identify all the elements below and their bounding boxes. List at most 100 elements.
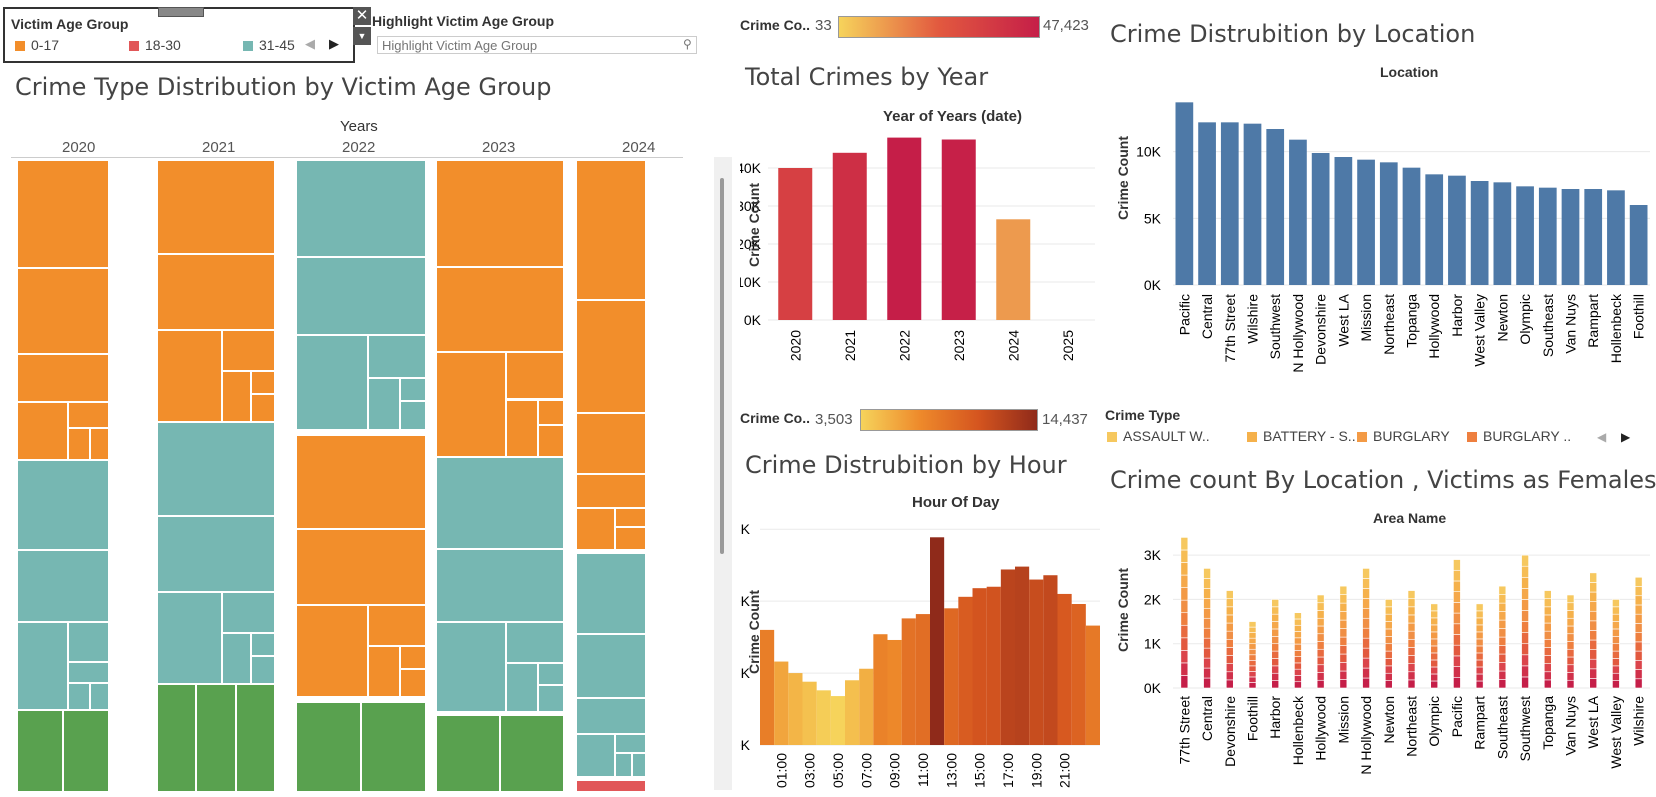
legend-item-31-45[interactable]: 31-45 [243,37,295,53]
treemap-cell[interactable] [436,457,564,549]
treemap-cell[interactable] [157,516,275,592]
treemap-cell[interactable] [436,160,564,267]
treemap-cell[interactable] [538,662,564,685]
treemap-cell[interactable] [576,553,646,634]
treemap-cell[interactable] [251,394,275,422]
treemap-cell[interactable] [251,371,275,395]
treemap-cell[interactable] [576,733,615,777]
legend-menu-icon[interactable]: ▼ [353,27,371,45]
legend-item-18-30[interactable]: 18-30 [129,37,181,53]
treemap-cell[interactable] [296,435,426,530]
treemap-cell[interactable] [296,702,361,792]
location-chart[interactable]: 0K 5K 10K Crime Count Pacific Central 77th Str… [1105,82,1653,394]
treemap-cell[interactable] [221,371,252,422]
treemap-cell[interactable] [576,300,646,413]
treemap-cell[interactable] [506,622,564,663]
treemap-cell[interactable] [67,401,109,429]
treemap-cell[interactable] [631,753,646,777]
treemap-cell[interactable] [296,160,426,258]
treemap-cell[interactable] [221,329,275,372]
treemap-cell[interactable] [436,548,564,623]
treemap-cell[interactable] [576,160,646,301]
treemap-cell[interactable] [576,698,646,734]
treemap-cell[interactable] [399,669,426,697]
treemap-cell[interactable] [157,160,275,255]
scrollbar-thumb[interactable] [720,178,724,554]
treemap-cell[interactable] [576,780,646,792]
treemap-cell[interactable] [17,268,109,355]
treemap-cell[interactable] [367,646,400,697]
treemap-cell[interactable] [500,715,564,792]
treemap-cell[interactable] [361,702,426,792]
treemap-cell[interactable] [251,656,275,684]
treemap-cell[interactable] [576,508,615,550]
treemap-cell[interactable] [399,377,426,402]
treemap-cell[interactable] [157,422,275,517]
treemap-cell[interactable] [576,412,646,475]
treemap-cell[interactable] [614,753,632,777]
treemap-cell[interactable] [235,684,275,792]
legend-close-icon[interactable]: ✕ [353,7,371,25]
treemap-cell[interactable] [17,354,109,402]
treemap-cell[interactable] [196,684,236,792]
treemap-cell[interactable] [67,622,109,662]
treemap-cell[interactable] [251,633,275,657]
treemap-cell[interactable] [367,604,426,647]
treemap-cell[interactable] [67,428,91,460]
year-chart[interactable]: 0K 10K 20K 30K 40K Crime Count 2020 2021 2022 202… [740,125,1100,385]
crime-type-item[interactable]: BATTERY - S.. [1247,428,1356,444]
treemap-cell[interactable] [436,715,500,792]
treemap-cell[interactable] [296,529,426,605]
treemap-cell[interactable] [67,683,91,710]
legend-prev-icon[interactable]: ◀ [305,36,315,51]
treemap-cell[interactable] [538,684,564,712]
treemap-cell[interactable] [296,604,368,697]
treemap-cell[interactable] [367,377,400,430]
treemap-cell[interactable] [157,684,197,792]
treemap-cell[interactable] [221,633,252,684]
crime-type-legend[interactable]: ASSAULT W.. BATTERY - S.. BURGLARY BURGLARY… [1107,428,1627,448]
treemap-cell[interactable] [538,425,564,457]
treemap-cell[interactable] [576,474,646,509]
treemap-cell[interactable] [90,428,109,460]
treemap-cell[interactable] [17,550,109,622]
treemap-cell[interactable] [221,591,275,634]
victim-age-group-legend[interactable]: Victim Age Group 0-17 18-30 31-45 ◀ ▶ [3,7,355,63]
treemap-cell[interactable] [17,160,109,268]
treemap-cell[interactable] [17,622,68,710]
treemap-cell[interactable] [17,710,63,792]
treemap-cell[interactable] [614,508,646,528]
treemap-cell[interactable] [399,646,426,670]
treemap-cell[interactable] [67,661,109,684]
treemap-cell[interactable] [63,710,109,792]
treemap-cell[interactable] [436,352,507,457]
treemap-cell[interactable] [436,266,564,353]
treemap-cell[interactable] [436,622,507,712]
treemap-cell[interactable] [506,662,539,712]
treemap-cell[interactable] [17,460,109,550]
treemap-cell[interactable] [157,329,222,422]
treemap-cell[interactable] [614,527,646,550]
highlight-input[interactable] [377,36,697,54]
crime-type-next-icon[interactable]: ▶ [1621,430,1631,444]
treemap-cell[interactable] [90,683,109,710]
treemap-cell[interactable] [538,399,564,426]
treemap-cell[interactable] [614,733,646,754]
crime-type-prev-icon[interactable]: ◀ [1597,430,1607,444]
treemap-cell[interactable] [506,399,539,457]
treemap-cell[interactable] [157,254,275,330]
female-chart[interactable]: 0K 1K 2K 3K Crime Count 77th Street Central Dev… [1105,528,1653,796]
treemap-cell[interactable] [506,352,564,400]
treemap-cell[interactable] [296,334,368,430]
legend-next-icon[interactable]: ▶ [329,36,339,51]
treemap-cell[interactable] [399,401,426,430]
crime-type-item[interactable]: BURGLARY [1357,428,1450,444]
search-icon[interactable]: ⚲ [683,37,692,51]
legend-drag-handle[interactable] [158,7,204,17]
treemap-area[interactable] [11,160,683,792]
crime-type-item[interactable]: BURGLARY .. [1467,428,1571,444]
legend-item-0-17[interactable]: 0-17 [15,37,59,53]
crime-type-item[interactable]: ASSAULT W.. [1107,428,1210,444]
treemap-cell[interactable] [296,257,426,335]
treemap-cell[interactable] [576,633,646,699]
